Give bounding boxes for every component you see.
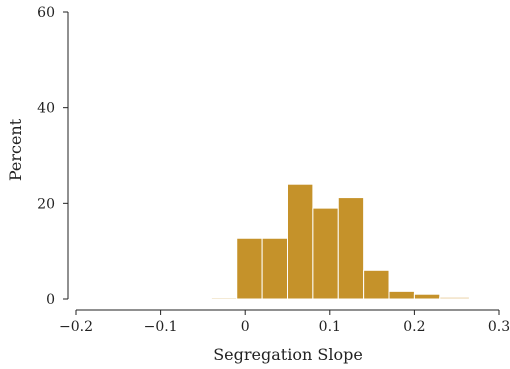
x-tick-label: −0.2: [59, 319, 93, 335]
histogram-bar-3: [287, 183, 314, 300]
histogram-bar-1: [236, 237, 263, 300]
x-tick-label: −0.1: [144, 319, 178, 335]
histogram-bar-4: [312, 207, 339, 300]
x-tick-label: 0: [241, 319, 250, 335]
histogram-bar-2: [261, 237, 288, 300]
x-axis-title: Segregation Slope: [213, 345, 363, 364]
y-tick-label: 60: [37, 5, 55, 21]
bars-group: [210, 183, 470, 300]
x-tick-label: 0.1: [319, 319, 341, 335]
x-tick-label: 0.3: [488, 319, 510, 335]
x-axis-ticks: −0.2 −0.1 0 0.1 0.2 0.3: [59, 310, 510, 335]
histogram-bar-9: [439, 296, 470, 300]
histogram-bar-0: [210, 297, 238, 300]
y-tick-label: 0: [46, 292, 55, 308]
x-tick-label: 0.2: [403, 319, 425, 335]
histogram-bar-6: [363, 269, 390, 300]
y-axis-title: Percent: [6, 118, 25, 181]
histogram-bar-7: [388, 290, 415, 300]
histogram-bar-5: [337, 197, 365, 300]
y-tick-label: 40: [37, 101, 55, 117]
y-axis-ticks: 0 20 40 60: [37, 5, 68, 308]
y-tick-label: 20: [37, 196, 55, 212]
histogram-bar-8: [413, 293, 441, 300]
